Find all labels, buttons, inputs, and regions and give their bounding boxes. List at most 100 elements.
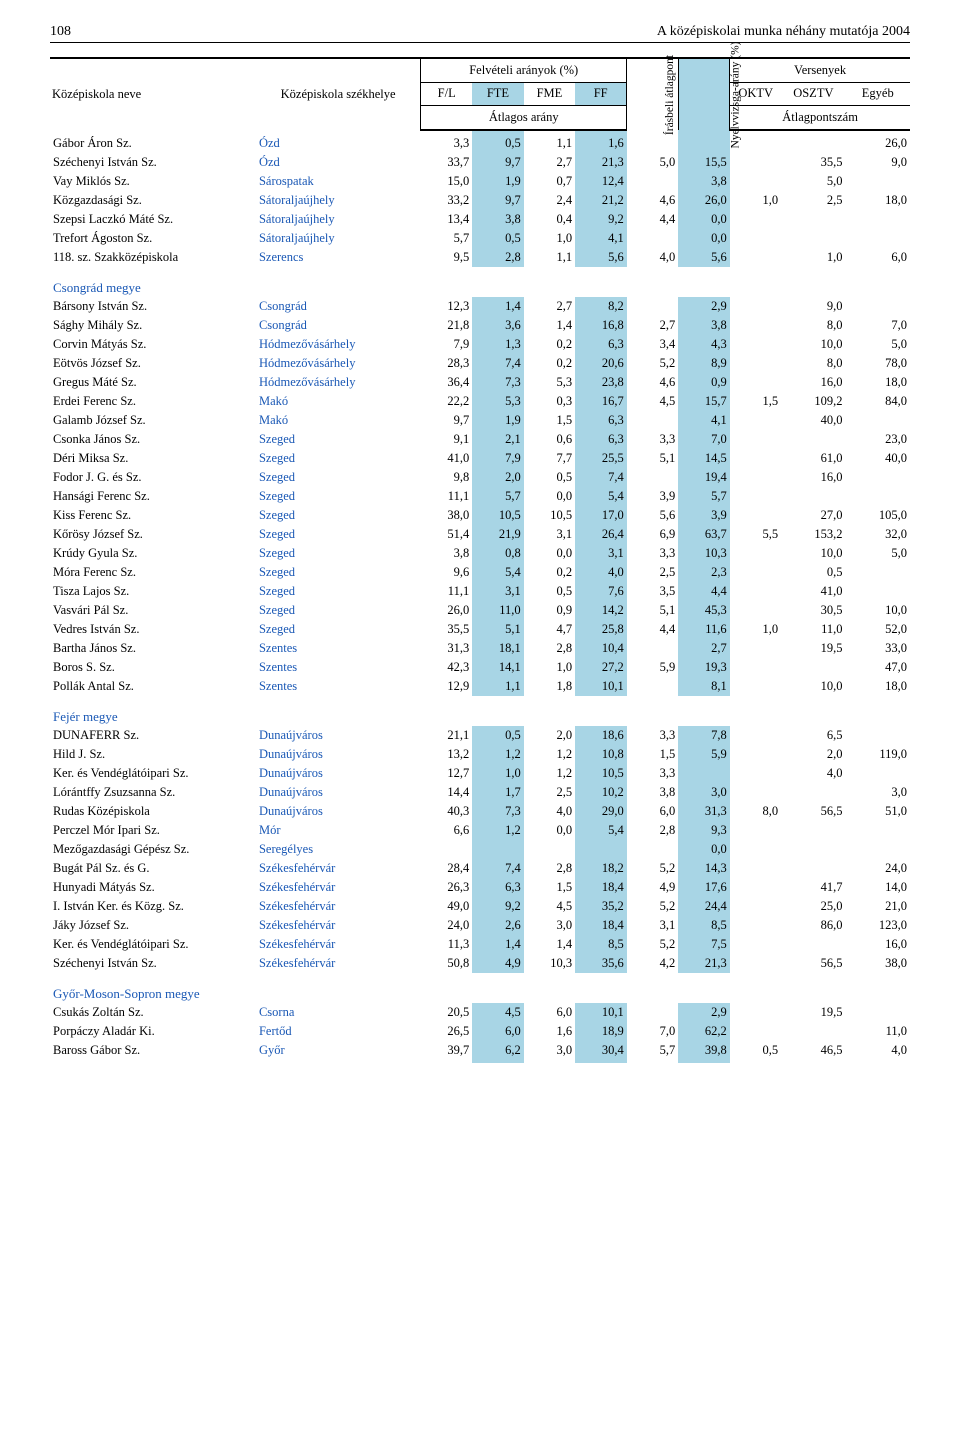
cell-value: 27,2 — [575, 658, 627, 677]
cell-school-loc: Hódmezővásárhely — [256, 354, 421, 373]
cell-school-name: Trefort Ágoston Sz. — [50, 229, 256, 248]
cell-value: 10,0 — [781, 544, 845, 563]
table-row: Galamb József Sz.Makó9,71,91,56,34,140,0 — [50, 411, 910, 430]
cell-value: 10,1 — [575, 1003, 627, 1022]
cell-school-loc: Makó — [256, 411, 421, 430]
cell-value: 1,5 — [730, 392, 781, 411]
col-school-loc: Középiskola székhelye — [256, 58, 421, 130]
cell-value: 5,6 — [678, 248, 729, 267]
cell-value: 7,4 — [472, 354, 523, 373]
cell-school-loc: Szeged — [256, 525, 421, 544]
cell-value — [846, 297, 910, 316]
cell-value: 16,0 — [781, 373, 845, 392]
cell-value: 17,0 — [575, 506, 627, 525]
cell-value: 18,0 — [846, 373, 910, 392]
cell-value: 3,0 — [524, 916, 575, 935]
cell-value: 16,0 — [781, 468, 845, 487]
cell-school-loc: Dunaújváros — [256, 745, 421, 764]
cell-value: 4,7 — [524, 620, 575, 639]
cell-school-name: DUNAFERR Sz. — [50, 726, 256, 745]
cell-school-loc: Dunaújváros — [256, 764, 421, 783]
cell-value: 18,4 — [575, 916, 627, 935]
cell-value: 8,2 — [575, 297, 627, 316]
table-row: 118. sz. SzakközépiskolaSzerencs9,52,81,… — [50, 248, 910, 267]
cell-value — [730, 783, 781, 802]
cell-school-loc: Dunaújváros — [256, 726, 421, 745]
county-name: Győr-Moson-Sopron megye — [50, 973, 910, 1003]
cell-value: 31,3 — [421, 639, 472, 658]
cell-value: 28,4 — [421, 859, 472, 878]
cell-value — [730, 411, 781, 430]
cell-value: 4,6 — [627, 191, 678, 210]
cell-value: 49,0 — [421, 897, 472, 916]
cell-value — [846, 172, 910, 191]
cell-value: 22,2 — [421, 392, 472, 411]
cell-value: 33,0 — [846, 639, 910, 658]
cell-value: 31,3 — [678, 802, 729, 821]
table-row: Közgazdasági Sz.Sátoraljaújhely33,29,72,… — [50, 191, 910, 210]
cell-value: 0,0 — [678, 210, 729, 229]
cell-value: 9,3 — [678, 821, 729, 840]
cell-value: 0,0 — [678, 840, 729, 859]
cell-value: 0,5 — [472, 229, 523, 248]
cell-value: 1,5 — [524, 878, 575, 897]
cell-value: 14,2 — [575, 601, 627, 620]
cell-value: 4,4 — [678, 582, 729, 601]
cell-school-name: Rudas Középiskola — [50, 802, 256, 821]
data-table: Középiskola neve Középiskola székhelye F… — [50, 57, 910, 1063]
cell-school-name: Gábor Áron Sz. — [50, 130, 256, 153]
cell-value: 3,3 — [627, 430, 678, 449]
table-row: Perczel Mór Ipari Sz.Mór6,61,20,05,42,89… — [50, 821, 910, 840]
cell-value: 9,7 — [421, 411, 472, 430]
cell-value: 86,0 — [781, 916, 845, 935]
cell-value — [846, 840, 910, 859]
cell-value — [627, 840, 678, 859]
cell-value: 1,4 — [472, 297, 523, 316]
cell-value: 7,9 — [472, 449, 523, 468]
cell-school-loc: Szeged — [256, 487, 421, 506]
cell-value: 21,2 — [575, 191, 627, 210]
cell-value: 5,6 — [627, 506, 678, 525]
cell-value: 7,4 — [575, 468, 627, 487]
table-row: Porpáczy Aladár Ki.Fertőd26,56,01,618,97… — [50, 1022, 910, 1041]
cell-value — [627, 229, 678, 248]
cell-value: 5,0 — [846, 544, 910, 563]
table-row: Széchenyi István Sz.Székesfehérvár50,84,… — [50, 954, 910, 973]
cell-value: 3,1 — [575, 544, 627, 563]
cell-school-loc: Székesfehérvár — [256, 859, 421, 878]
table-row: Ker. és Vendéglátóipari Sz.Dunaújváros12… — [50, 764, 910, 783]
table-row: Csonka János Sz.Szeged9,12,10,66,33,37,0… — [50, 430, 910, 449]
cell-school-name: Kiss Ferenc Sz. — [50, 506, 256, 525]
cell-value — [846, 468, 910, 487]
cell-value: 16,7 — [575, 392, 627, 411]
table-row: Csukás Zoltán Sz.Csorna20,54,56,010,12,9… — [50, 1003, 910, 1022]
cell-value: 28,3 — [421, 354, 472, 373]
cell-value: 7,4 — [472, 859, 523, 878]
table-row: Ker. és Vendéglátóipari Sz.Székesfehérvá… — [50, 935, 910, 954]
cell-value: 8,0 — [730, 802, 781, 821]
cell-value — [730, 373, 781, 392]
cell-value: 2,7 — [524, 297, 575, 316]
cell-value: 41,0 — [421, 449, 472, 468]
cell-value: 52,0 — [846, 620, 910, 639]
cell-value: 24,0 — [846, 859, 910, 878]
cell-value: 17,6 — [678, 878, 729, 897]
cell-value: 5,4 — [575, 487, 627, 506]
cell-value: 5,7 — [678, 487, 729, 506]
cell-school-loc: Hódmezővásárhely — [256, 335, 421, 354]
cell-value: 2,4 — [524, 191, 575, 210]
cell-value — [846, 487, 910, 506]
cell-school-name: 118. sz. Szakközépiskola — [50, 248, 256, 267]
cell-value — [730, 745, 781, 764]
cell-value — [730, 468, 781, 487]
cell-value: 26,0 — [421, 601, 472, 620]
cell-value — [730, 726, 781, 745]
cell-value: 1,2 — [524, 764, 575, 783]
cell-value: 4,2 — [627, 954, 678, 973]
cell-value: 0,5 — [730, 1041, 781, 1064]
cell-value — [730, 506, 781, 525]
cell-value: 6,3 — [575, 411, 627, 430]
cell-value: 4,5 — [472, 1003, 523, 1022]
cell-value — [781, 840, 845, 859]
table-body: Gábor Áron Sz.Ózd3,30,51,11,626,0Széchen… — [50, 130, 910, 1063]
